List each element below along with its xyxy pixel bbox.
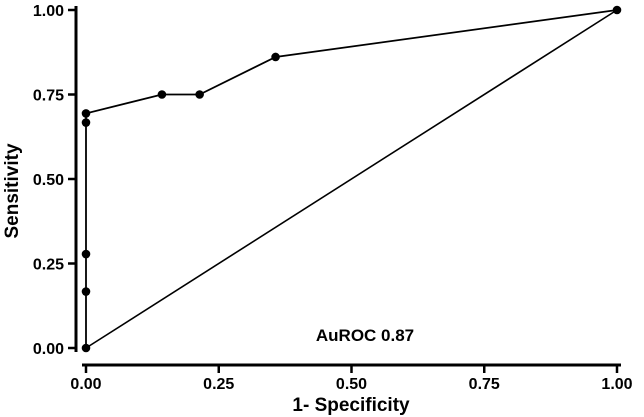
- auroc-annotation: AuROC 0.87: [316, 326, 414, 345]
- y-tick-label: 1.00: [33, 3, 64, 20]
- x-tick-label: 0.25: [203, 376, 234, 393]
- x-axis-title: 1- Specificity: [292, 395, 410, 416]
- reference-diagonal-line: [85, 9, 618, 349]
- y-tick-label: 0.75: [33, 88, 64, 105]
- roc-point: [81, 109, 91, 118]
- x-tick-label: 1.00: [601, 376, 632, 393]
- x-tick-label: 0.75: [469, 376, 500, 393]
- x-tick-label: 0.00: [70, 376, 101, 393]
- axes: 0.00 0.25 0.50 0.75 1.00 0.00 0.25 0.50 0.75 1.00: [33, 3, 633, 393]
- y-tick-label: 0.00: [33, 341, 64, 358]
- series-layer: [81, 5, 622, 353]
- roc-point: [271, 52, 280, 62]
- roc-point: [157, 90, 167, 99]
- roc-point: [612, 5, 622, 15]
- y-axis-title: Sensitivity: [2, 143, 23, 238]
- roc-point: [195, 90, 204, 99]
- roc-point: [81, 343, 91, 353]
- x-tick-label: 0.50: [336, 376, 367, 393]
- roc-point: [81, 287, 91, 296]
- roc-point: [81, 249, 91, 259]
- roc-point: [81, 118, 91, 127]
- y-tick-label: 0.25: [33, 257, 64, 274]
- y-tick-label: 0.50: [33, 172, 64, 189]
